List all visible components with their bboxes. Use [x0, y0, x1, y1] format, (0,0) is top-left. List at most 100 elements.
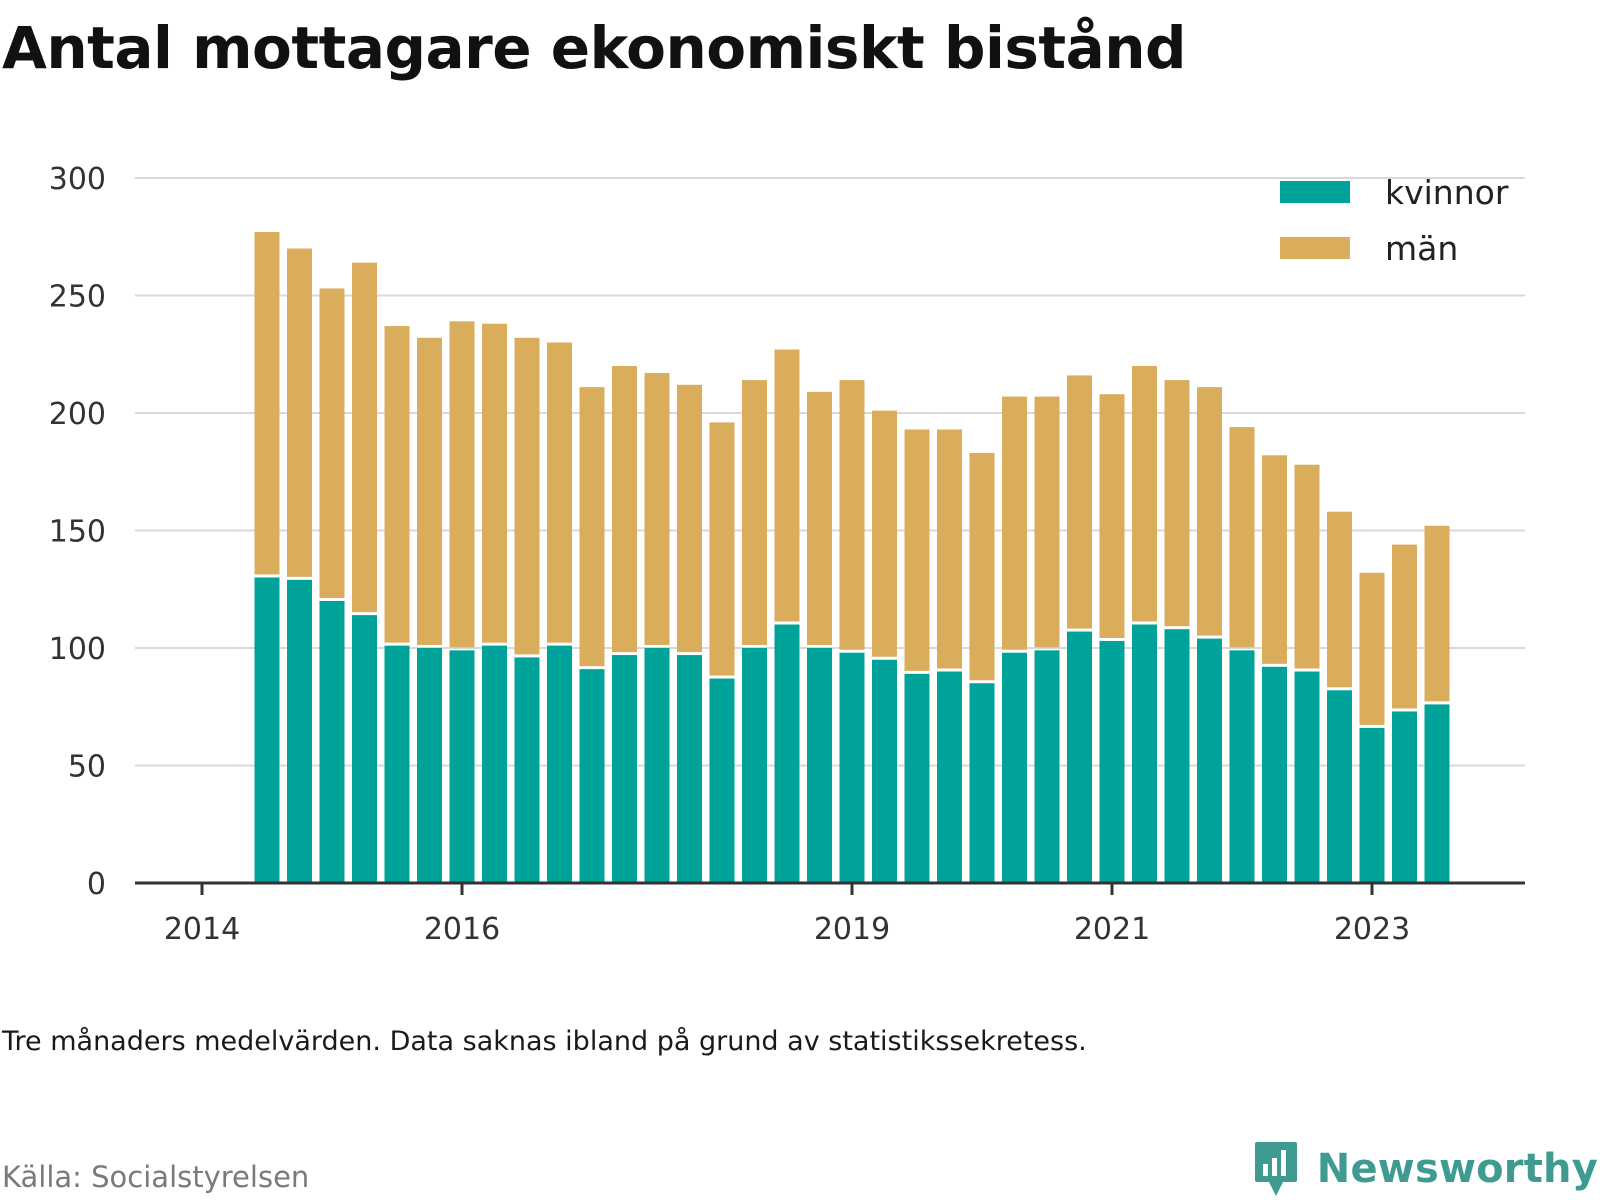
bar-man-4	[384, 326, 410, 643]
bar-man-11	[612, 366, 637, 653]
bar-kvinnor-22	[969, 683, 995, 883]
bar-kvinnor-5	[417, 648, 442, 883]
bar-kvinnor-1	[287, 579, 312, 883]
bar-kvinnor-0	[254, 577, 280, 883]
legend-swatch-man	[1280, 237, 1350, 259]
bar-man-0	[254, 232, 280, 575]
source-text: Källa: Socialstyrelsen	[2, 1160, 310, 1194]
bar-man-19	[872, 410, 897, 657]
bar-kvinnor-23	[1002, 652, 1027, 883]
y-tick-label-50: 50	[68, 750, 106, 785]
bar-man-27	[1132, 366, 1157, 622]
bar-kvinnor-7	[482, 645, 507, 883]
bar-kvinnor-19	[872, 659, 897, 883]
bar-man-22	[969, 452, 995, 681]
bar-man-20	[904, 429, 930, 671]
bar-kvinnor-30	[1229, 650, 1255, 883]
bar-kvinnor-32	[1294, 671, 1320, 883]
bar-kvinnor-18	[839, 652, 865, 883]
y-tick-label-100: 100	[49, 632, 106, 667]
bar-man-33	[1327, 511, 1352, 688]
bar-man-3	[352, 262, 377, 613]
bar-kvinnor-4	[384, 645, 410, 883]
bar-man-15	[742, 380, 767, 645]
bar-kvinnor-36	[1424, 704, 1450, 883]
bar-man-25	[1067, 375, 1092, 629]
bar-man-32	[1294, 464, 1320, 669]
bar-kvinnor-6	[449, 650, 475, 883]
bar-man-29	[1197, 387, 1222, 636]
bar-kvinnor-9	[547, 645, 572, 883]
bar-kvinnor-21	[937, 671, 962, 883]
bar-kvinnor-15	[742, 648, 767, 883]
y-axis-tick-labels: 0 50 100 150 200 250 300	[49, 162, 106, 902]
bar-man-10	[579, 387, 605, 667]
bar-kvinnor-27	[1132, 624, 1157, 883]
bar-man-5	[417, 337, 442, 645]
x-tick-label-2014: 2014	[164, 912, 240, 947]
x-tick-label-2021: 2021	[1074, 912, 1150, 947]
bar-kvinnor-17	[807, 648, 832, 883]
newsworthy-logo-icon	[1254, 1142, 1297, 1196]
bar-man-35	[1392, 544, 1417, 709]
y-tick-label-200: 200	[49, 397, 106, 432]
bar-kvinnor-35	[1392, 711, 1417, 883]
bar-man-30	[1229, 427, 1255, 648]
bar-man-18	[839, 380, 865, 650]
bar-man-9	[547, 342, 572, 643]
brand-logo: Newsworthy	[1253, 1140, 1598, 1198]
bar-kvinnor-26	[1099, 640, 1125, 883]
bar-man-13	[677, 384, 702, 653]
chart-note: Tre månaders medelvärden. Data saknas ib…	[2, 1026, 1087, 1057]
bar-man-24	[1034, 396, 1060, 648]
bar-man-26	[1099, 394, 1125, 638]
x-tick-label-2016: 2016	[424, 912, 500, 947]
bar-man-31	[1262, 455, 1287, 664]
legend-label-man: män	[1385, 229, 1458, 268]
bar-man-14	[709, 422, 735, 676]
bar-man-1	[287, 248, 312, 577]
legend-swatch-kvinnor	[1280, 181, 1350, 203]
bar-kvinnor-14	[709, 678, 735, 883]
bar-man-16	[774, 349, 800, 622]
page-title: Antal mottagare ekonomiskt bistånd	[2, 14, 1187, 82]
bar-man-2	[319, 288, 345, 598]
x-axis-ticks: 2014 2016 2019 2021 2023	[164, 883, 1410, 947]
bar-kvinnor-2	[319, 601, 345, 883]
bar-kvinnor-16	[774, 624, 800, 883]
bar-kvinnor-11	[612, 655, 637, 883]
x-tick-label-2019: 2019	[814, 912, 890, 947]
bar-kvinnor-29	[1197, 638, 1222, 883]
bar-man-6	[449, 321, 475, 648]
bar-kvinnor-12	[644, 648, 670, 883]
x-tick-label-2023: 2023	[1334, 912, 1410, 947]
bar-kvinnor-8	[514, 657, 540, 883]
legend-label-kvinnor: kvinnor	[1385, 173, 1509, 212]
legend: kvinnor män	[1280, 173, 1509, 268]
bar-man-36	[1424, 525, 1450, 702]
bar-kvinnor-34	[1359, 727, 1385, 883]
bar-man-21	[937, 429, 962, 669]
bar-kvinnor-10	[579, 669, 605, 883]
y-tick-label-0: 0	[87, 867, 106, 902]
bar-kvinnor-20	[904, 673, 930, 883]
bar-kvinnor-24	[1034, 650, 1060, 883]
y-tick-label-300: 300	[49, 162, 106, 197]
y-tick-label-150: 150	[49, 515, 106, 550]
bar-man-23	[1002, 396, 1027, 650]
bar-man-17	[807, 391, 832, 645]
brand-name: Newsworthy	[1316, 1146, 1598, 1192]
bar-kvinnor-33	[1327, 690, 1352, 883]
bar-kvinnor-28	[1164, 629, 1190, 883]
bar-kvinnor-3	[352, 615, 377, 883]
bar-kvinnor-31	[1262, 666, 1287, 883]
bar-kvinnor-25	[1067, 631, 1092, 883]
bars	[254, 232, 1450, 883]
bar-kvinnor-13	[677, 655, 702, 883]
bar-man-8	[514, 337, 540, 655]
bar-man-28	[1164, 380, 1190, 627]
bar-man-34	[1359, 572, 1385, 725]
y-tick-label-250: 250	[49, 280, 106, 315]
bar-man-12	[644, 373, 670, 645]
